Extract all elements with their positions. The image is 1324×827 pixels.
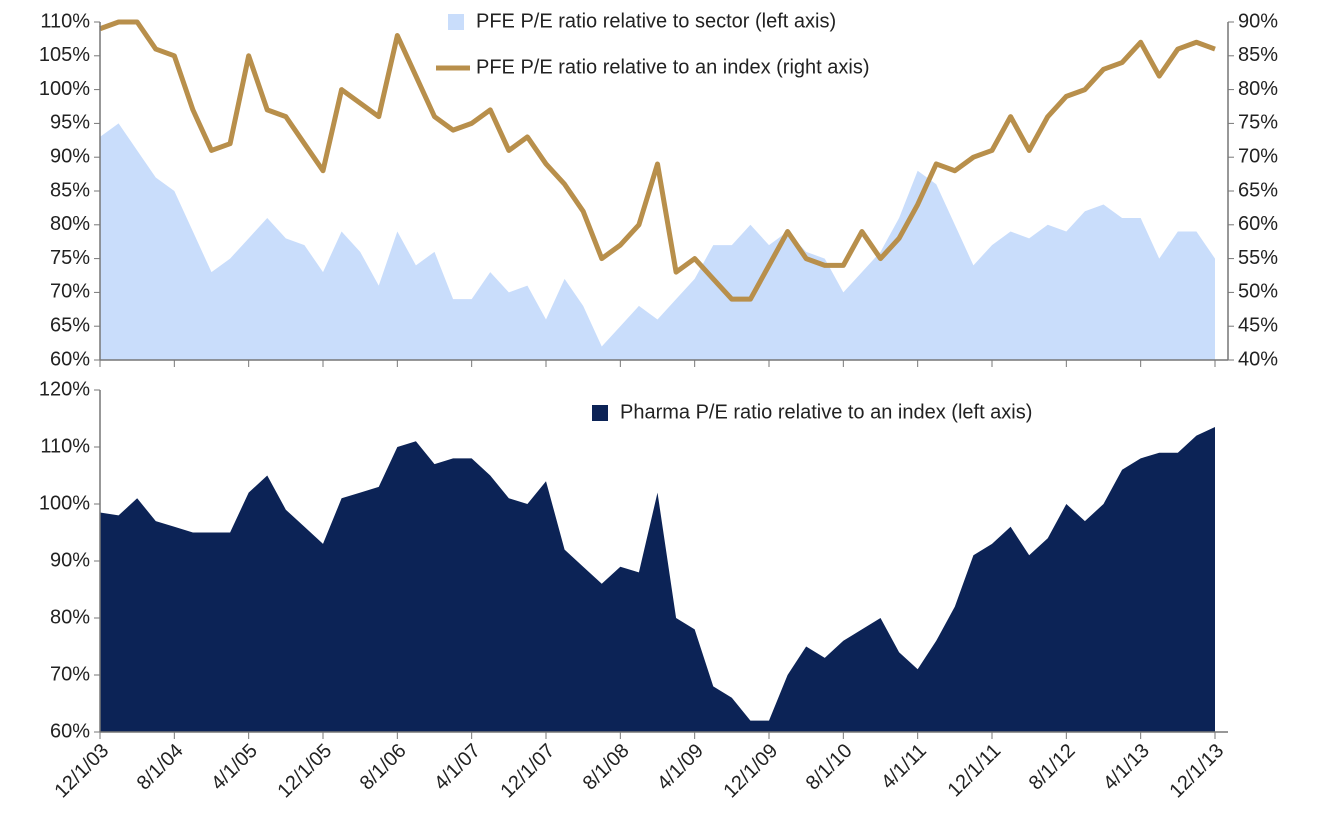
y2-tick-label: 45% [1238, 314, 1278, 336]
legend-label: PFE P/E ratio relative to sector (left a… [476, 10, 836, 32]
y-tick-label: 70% [50, 281, 90, 303]
legend-label: PFE P/E ratio relative to an index (righ… [476, 56, 870, 78]
y-tick-label: 90% [50, 549, 90, 571]
line [99, 19, 1216, 302]
y-tick-label: 105% [39, 44, 90, 66]
x-tick-label: 8/1/04 [133, 740, 188, 795]
y2-tick-label: 85% [1238, 44, 1278, 66]
x-tick-label: 12/1/09 [720, 740, 783, 803]
x-tick-label: 12/1/03 [51, 740, 114, 803]
y2-tick-label: 80% [1238, 78, 1278, 100]
y-tick-label: 75% [50, 247, 90, 269]
y2-tick-label: 40% [1238, 348, 1278, 370]
y-tick-label: 110% [40, 10, 90, 32]
area [100, 427, 1215, 732]
legend-swatch [448, 14, 464, 30]
legend-label: Pharma P/E ratio relative to an index (l… [620, 401, 1032, 423]
x-tick-label: 8/1/10 [802, 740, 857, 795]
y-tick-label: 90% [50, 145, 90, 167]
y2-tick-label: 60% [1238, 213, 1278, 235]
y-tick-label: 85% [50, 179, 90, 201]
y-tick-label: 60% [50, 348, 90, 370]
y2-tick-label: 50% [1238, 281, 1278, 303]
x-tick-label: 8/1/06 [356, 740, 411, 795]
x-tick-label: 12/1/11 [944, 740, 1006, 802]
y2-tick-label: 75% [1238, 112, 1278, 134]
y-tick-label: 95% [50, 112, 90, 134]
y-tick-label: 80% [50, 213, 90, 235]
y-tick-label: 100% [39, 78, 90, 100]
x-tick-label: 4/1/13 [1099, 740, 1154, 795]
y-tick-label: 120% [39, 378, 90, 400]
x-tick-label: 8/1/08 [579, 740, 634, 795]
y-tick-label: 110% [40, 435, 90, 457]
x-tick-label: 4/1/05 [207, 740, 262, 795]
y-tick-label: 80% [50, 606, 90, 628]
x-tick-label: 12/1/05 [274, 740, 337, 803]
y2-tick-label: 65% [1238, 179, 1278, 201]
y2-tick-label: 90% [1238, 10, 1278, 32]
y-tick-label: 65% [50, 314, 90, 336]
legend-swatch [592, 405, 608, 421]
x-tick-label: 12/1/07 [497, 740, 560, 803]
x-tick-label: 4/1/09 [653, 740, 708, 795]
y2-tick-label: 55% [1238, 247, 1278, 269]
x-tick-label: 4/1/07 [430, 740, 485, 795]
y2-tick-label: 70% [1238, 145, 1278, 167]
area [100, 123, 1215, 361]
x-tick-label: 12/1/13 [1166, 740, 1229, 803]
y-tick-label: 60% [50, 720, 90, 742]
x-tick-label: 8/1/12 [1025, 740, 1080, 795]
y-tick-label: 70% [50, 663, 90, 685]
x-tick-label: 4/1/11 [877, 740, 931, 794]
y-tick-label: 100% [39, 492, 90, 514]
